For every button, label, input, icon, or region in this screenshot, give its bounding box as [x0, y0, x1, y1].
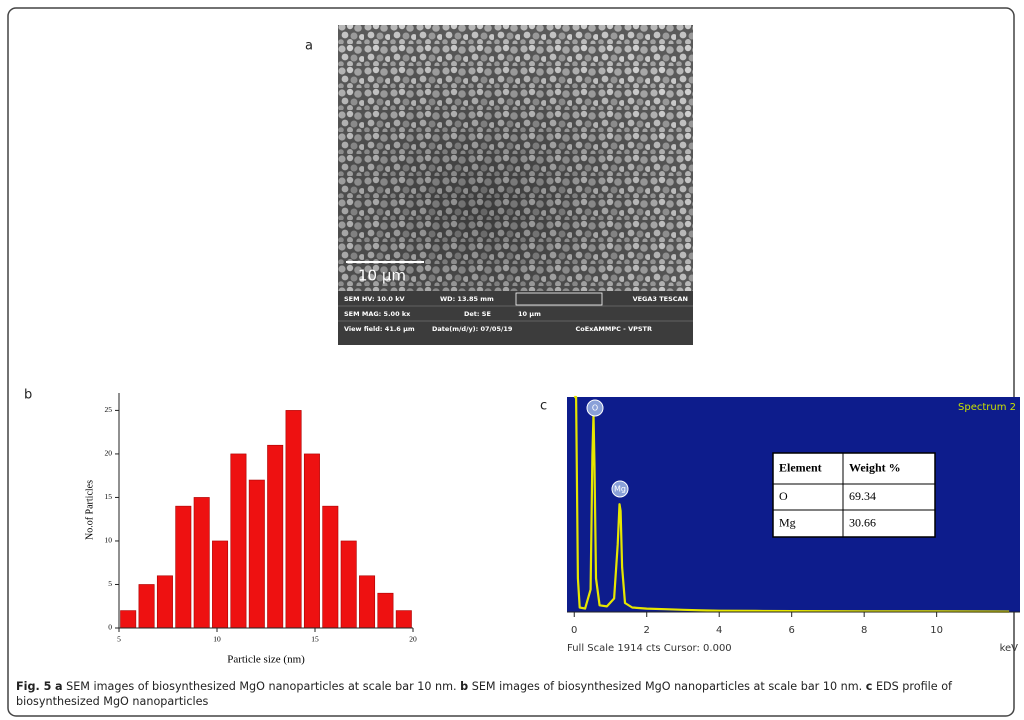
x-tick-label: 10 [213, 635, 221, 644]
y-tick-label: 15 [105, 492, 113, 501]
y-tick-label: 20 [105, 449, 113, 458]
table-cell: 69.34 [849, 489, 876, 503]
table-cell: O [779, 489, 788, 503]
x-tick-label: 20 [409, 635, 417, 644]
sem-info: SEM HV: 10.0 kV WD: 13.85 mm VEGA3 TESCAN S… [338, 292, 693, 333]
panel-label: c [540, 399, 547, 414]
bar [156, 575, 173, 629]
caption-text: SEM images of biosynthesized MgO nanopar… [471, 680, 863, 693]
peak-label: Mg [614, 485, 626, 494]
bar [193, 497, 210, 629]
caption-text: EDS profile of biosynthesized MgO nanopa… [16, 680, 952, 708]
peak-marker [611, 480, 629, 498]
sem-info-bar [338, 291, 693, 345]
y-tick-label: 5 [108, 579, 112, 588]
x-tick-label: 4 [716, 625, 722, 636]
y-tick-label: 0 [108, 623, 112, 632]
panel-label: b [24, 388, 32, 403]
bar [212, 540, 229, 629]
bar [120, 610, 137, 629]
bar [359, 575, 376, 629]
sem-info-text: SEM MAG: 5.00 kx [344, 310, 411, 318]
table-header: Weight % [849, 460, 901, 474]
table-cell: 30.66 [849, 515, 876, 529]
x-axis-label: keV [1000, 643, 1019, 654]
caption-key: b [460, 680, 469, 693]
spectrum: Spectrum 2 O Mg 0 2 4 6 8 10 keV Full Scale 1914 c… [567, 395, 1020, 654]
spectrum-footer: Full Scale 1914 cts Cursor: 0.000 [567, 643, 732, 654]
sem-info-text: View field: 41.6 µm [344, 325, 415, 333]
table-background [772, 452, 936, 538]
bar [395, 610, 412, 629]
sem-info-text: VEGA3 TESCAN [633, 295, 688, 303]
bar [340, 540, 357, 629]
x-tick-label: 15 [311, 635, 319, 644]
caption-key: a [54, 680, 63, 693]
bar [377, 592, 394, 629]
scale-bar-label: 10 µm [358, 267, 406, 285]
caption-key: c [865, 680, 873, 693]
bar [267, 444, 284, 629]
bar [138, 584, 155, 629]
caption-text: SEM images of biosynthesized MgO nanopar… [66, 680, 457, 693]
sem-info-text: WD: 13.85 mm [440, 295, 494, 303]
x-tick-label: 6 [789, 625, 795, 636]
bar [285, 410, 302, 629]
sem-info-text: Det: SE [464, 310, 491, 318]
sem-info-text: Date(m/d/y): 07/05/19 [432, 325, 513, 333]
x-tick-label: 8 [861, 625, 867, 636]
bar [322, 505, 339, 629]
x-tick-label: 10 [930, 625, 943, 636]
spectrum-line [574, 395, 1010, 613]
eds-table: Element Weight % O 69.34 Mg 30.66 [772, 452, 936, 538]
x-axis-label: Particle size (nm) [227, 654, 305, 666]
sem-scale-box [515, 292, 603, 306]
x-tick-label: 5 [117, 635, 121, 644]
bar [303, 453, 320, 629]
peak-marker [586, 399, 604, 417]
bar [175, 505, 192, 629]
bar [248, 479, 265, 629]
spectrum-title: Spectrum 2 [958, 402, 1016, 413]
y-tick-label: 10 [105, 536, 113, 545]
sem-info-text: CoExAMMPC - VPSTR [575, 325, 652, 333]
sem-info-text: 10 µm [518, 310, 541, 318]
y-axis-label: No.of Particles [84, 480, 95, 540]
frame [7, 7, 1015, 717]
x-tick-label: 0 [571, 625, 577, 636]
caption: Fig. 5 a SEM images of biosynthesized Mg… [16, 679, 1006, 709]
panel-label: a [305, 39, 313, 54]
table-header: Element [779, 460, 822, 474]
sem-info-text: SEM HV: 10.0 kV [344, 295, 405, 303]
x-tick-label: 2 [644, 625, 650, 636]
bar [230, 453, 247, 629]
caption-label: Fig. 5 [16, 680, 52, 693]
sem-shade [338, 25, 693, 291]
table-cell: Mg [779, 515, 796, 529]
y-tick-label: 25 [105, 405, 113, 414]
peak-label: O [592, 404, 598, 413]
